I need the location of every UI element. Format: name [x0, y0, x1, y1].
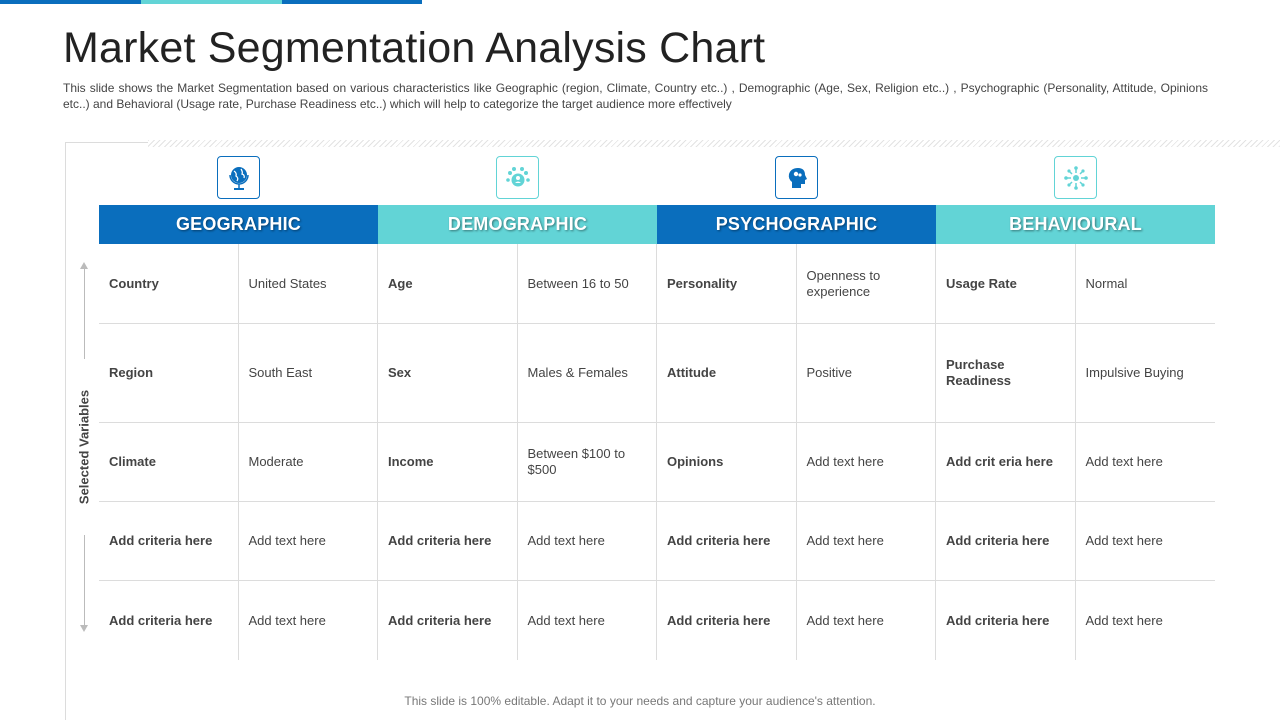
accent-segment [0, 0, 141, 4]
accent-segment [141, 0, 282, 4]
top-accent-bar [0, 0, 422, 4]
criteria-cell: Add criteria here [378, 581, 518, 660]
header-psychographic: PSYCHOGRAPHIC [657, 205, 936, 244]
value-cell: Add text here [517, 502, 657, 581]
criteria-cell: Purchase Readiness [936, 324, 1076, 423]
globe-icon [217, 156, 260, 199]
arrow-line [84, 269, 85, 359]
criteria-cell: Usage Rate [936, 244, 1076, 324]
criteria-cell: Add criteria here [657, 502, 797, 581]
criteria-cell: Add criteria here [936, 502, 1076, 581]
frame-line [65, 142, 66, 720]
value-cell: Add text here [796, 423, 936, 502]
criteria-cell: Sex [378, 324, 518, 423]
criteria-cell: Add criteria here [657, 581, 797, 660]
criteria-cell: Attitude [657, 324, 797, 423]
header-geographic: GEOGRAPHIC [99, 205, 378, 244]
side-axis-label: Selected Variables [76, 389, 92, 505]
value-cell: Moderate [238, 423, 378, 502]
people-group-icon [496, 156, 539, 199]
decorative-divider [148, 140, 1280, 147]
value-cell: Openness to experience [796, 244, 936, 324]
value-cell: Impulsive Buying [1075, 324, 1215, 423]
value-cell: Add text here [518, 581, 657, 660]
value-cell: Add text here [1075, 423, 1215, 502]
criteria-cell: Income [378, 423, 518, 502]
accent-segment [282, 0, 422, 4]
value-cell: Add text here [1075, 502, 1215, 581]
value-cell: Add text here [238, 502, 378, 581]
slide-description: This slide shows the Market Segmentation… [63, 81, 1208, 111]
criteria-cell: Region [99, 324, 239, 423]
value-cell: Males & Females [517, 324, 657, 423]
value-cell: Add text here [1085, 612, 1163, 628]
segmentation-table: Country United States Age Between 16 to … [99, 244, 1215, 660]
value-cell: United States [238, 244, 378, 324]
value-cell: Add text here [239, 581, 378, 660]
value-cell: South East [238, 324, 378, 423]
value-cell: Normal [1075, 244, 1215, 324]
criteria-cell: Add criteria here [99, 502, 239, 581]
value-cell: Add text here [797, 581, 936, 660]
arrow-up-icon [80, 262, 88, 269]
criteria-cell: Add criteria here [936, 581, 1076, 660]
value-cell: Between 16 to 50 [517, 244, 657, 324]
value-cell: Positive [796, 324, 936, 423]
network-icon [1054, 156, 1097, 199]
value-cell: Add text here [796, 502, 936, 581]
criteria-cell: Climate [99, 423, 239, 502]
header-behavioural: BEHAVIOURAL [936, 205, 1215, 244]
criteria-cell: Age [378, 244, 518, 324]
head-brain-icon [775, 156, 818, 199]
header-demographic: DEMOGRAPHIC [378, 205, 657, 244]
criteria-cell: Add criteria here [378, 502, 518, 581]
criteria-cell: Country [99, 244, 239, 324]
value-cell: Between $100 to $500 [517, 423, 657, 502]
criteria-cell: Personality [657, 244, 797, 324]
criteria-cell: Add crit eria here [936, 423, 1076, 502]
frame-line [65, 142, 148, 143]
criteria-cell: Opinions [657, 423, 797, 502]
criteria-cell: Add criteria here [99, 581, 239, 660]
arrow-line [84, 535, 85, 625]
footer-note: This slide is 100% editable. Adapt it to… [404, 694, 876, 708]
slide-title: Market Segmentation Analysis Chart [63, 24, 766, 72]
arrow-down-icon [80, 625, 88, 632]
